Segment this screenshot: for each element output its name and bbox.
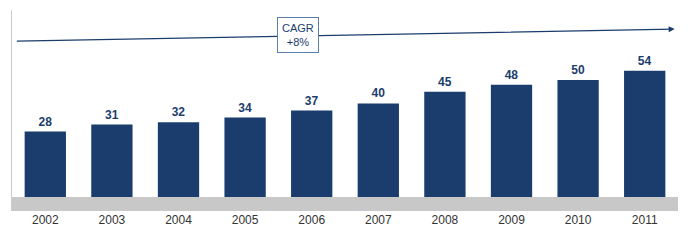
svg-text:CAGR+8%: CAGR+8% [282, 22, 314, 48]
svg-text:32: 32 [172, 105, 186, 119]
svg-text:2009: 2009 [498, 213, 525, 227]
svg-text:2002: 2002 [32, 213, 59, 227]
svg-text:28: 28 [38, 115, 52, 129]
svg-text:2004: 2004 [165, 213, 192, 227]
svg-text:37: 37 [305, 94, 319, 108]
svg-text:2003: 2003 [99, 213, 126, 227]
svg-text:50: 50 [571, 63, 585, 77]
svg-text:2007: 2007 [365, 213, 392, 227]
svg-text:31: 31 [105, 108, 119, 122]
svg-text:2006: 2006 [298, 213, 325, 227]
svg-text:2011: 2011 [632, 213, 658, 227]
svg-text:2005: 2005 [232, 213, 259, 227]
svg-text:2010: 2010 [565, 213, 592, 227]
svg-text:54: 54 [638, 54, 652, 68]
svg-text:2008: 2008 [432, 213, 459, 227]
svg-text:45: 45 [438, 75, 452, 89]
svg-text:40: 40 [371, 86, 385, 100]
svg-text:34: 34 [238, 101, 252, 115]
svg-text:48: 48 [505, 68, 519, 82]
